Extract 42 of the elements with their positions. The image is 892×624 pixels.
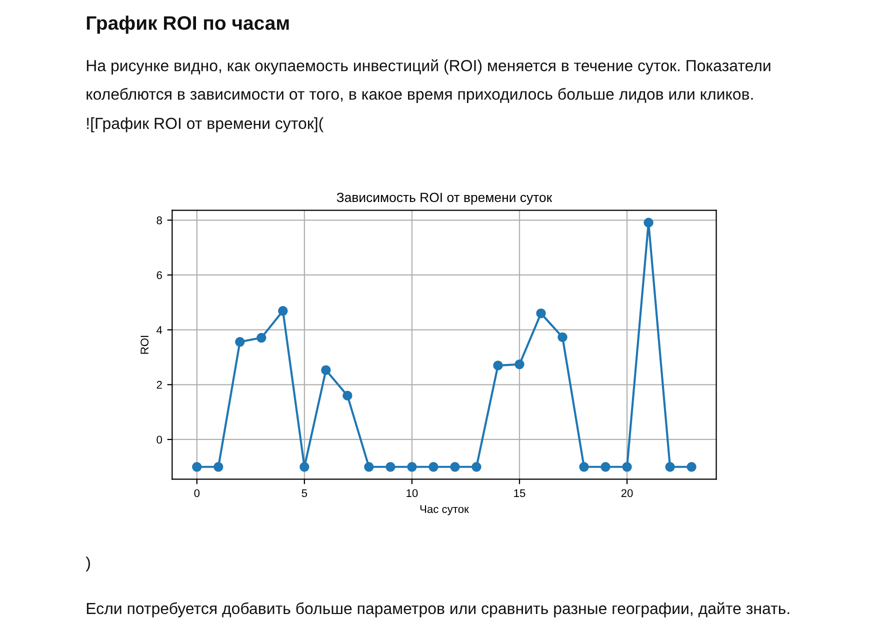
x-tick-label: 0 bbox=[194, 489, 200, 498]
text: График ROI по часам bbox=[86, 16, 289, 34]
text: ) bbox=[86, 556, 90, 572]
x-tick-label: 15 bbox=[514, 489, 526, 498]
point bbox=[256, 332, 266, 343]
text: ![График ROI от времени суток]( bbox=[87, 117, 324, 132]
x-axis-title: Час суток bbox=[420, 505, 469, 516]
y-tick-label: 6 bbox=[156, 271, 162, 280]
point bbox=[493, 360, 503, 370]
x-tick-label: 5 bbox=[302, 489, 308, 498]
y-tick-label: 4 bbox=[156, 326, 162, 334]
text: На рисунке видно, как окупаемость инвестиций (ROI) меняется в течение суток. Показатели колеблются в зависимости от того, в какое время приходилось больше лидов или кликов. bbox=[86, 59, 770, 103]
point bbox=[622, 462, 632, 472]
y-tick-label: 8 bbox=[156, 216, 162, 224]
point bbox=[472, 462, 482, 472]
x-tick-label: 10 bbox=[406, 489, 418, 498]
point bbox=[644, 218, 654, 228]
x-tick-label: 20 bbox=[621, 489, 633, 498]
point bbox=[386, 462, 396, 472]
point bbox=[278, 306, 288, 316]
point bbox=[686, 462, 696, 472]
y-axis-title: ROI bbox=[140, 336, 149, 354]
point bbox=[579, 462, 589, 472]
point bbox=[558, 332, 568, 342]
point bbox=[321, 365, 331, 375]
y-tick-label: 0 bbox=[156, 436, 162, 444]
y-tick-label: 2 bbox=[156, 380, 162, 389]
point bbox=[364, 462, 374, 472]
point bbox=[407, 462, 417, 472]
point bbox=[342, 390, 352, 400]
point bbox=[300, 462, 310, 472]
text: Если потребуется добавить больше параметров или сравнить разные географии, дайте знать. bbox=[86, 602, 790, 618]
point bbox=[428, 462, 438, 472]
point bbox=[214, 462, 224, 472]
point bbox=[192, 462, 202, 472]
chart-title: Зависимость ROI от времени суток bbox=[336, 192, 552, 205]
point bbox=[235, 337, 245, 347]
point bbox=[450, 462, 460, 472]
point bbox=[665, 462, 675, 472]
point bbox=[600, 462, 610, 472]
point bbox=[514, 360, 524, 370]
point bbox=[536, 308, 546, 318]
